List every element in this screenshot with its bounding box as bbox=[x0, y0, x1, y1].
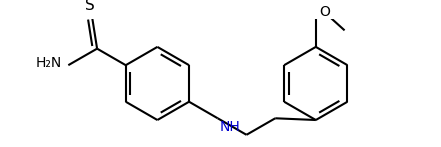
Text: O: O bbox=[319, 5, 330, 19]
Text: NH: NH bbox=[220, 120, 240, 134]
Text: H₂N: H₂N bbox=[36, 56, 62, 70]
Text: S: S bbox=[85, 0, 95, 14]
